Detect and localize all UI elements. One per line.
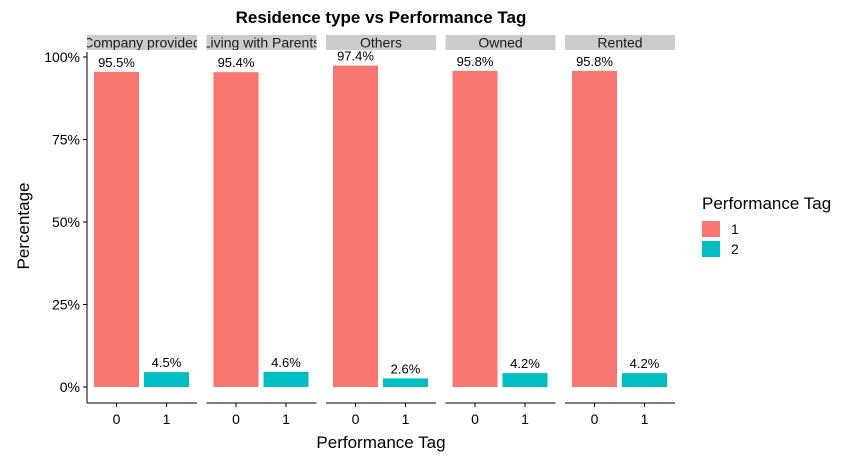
- x-tick-label: 0: [352, 411, 360, 427]
- strip-label: Owned: [478, 35, 522, 51]
- facet-panel: Rented 95.8% 0 4.2% 1: [565, 35, 675, 427]
- bar: [502, 373, 548, 387]
- data-label: 95.4%: [218, 55, 255, 70]
- bar: [383, 378, 428, 387]
- bar: [94, 71, 139, 387]
- strip-label: Company provided: [83, 35, 201, 51]
- bar: [144, 372, 189, 387]
- data-label: 4.5%: [152, 355, 182, 370]
- legend-swatch: [702, 241, 720, 257]
- y-tick-label: 75%: [52, 132, 80, 148]
- chart-title: Residence type vs Performance Tag: [236, 8, 527, 27]
- x-tick-label: 0: [232, 411, 240, 427]
- y-tick-label: 25%: [52, 297, 80, 313]
- data-label: 2.6%: [391, 361, 421, 376]
- data-label: 95.8%: [457, 54, 494, 69]
- x-tick-label: 1: [521, 411, 529, 427]
- strip-label: Living with Parents: [203, 35, 321, 51]
- data-label: 4.2%: [510, 356, 540, 371]
- bar: [572, 70, 617, 388]
- x-tick-label: 1: [402, 411, 410, 427]
- y-tick-label: 50%: [52, 214, 80, 230]
- facet-panel: Owned 95.8% 0 4.2% 1: [445, 35, 556, 427]
- y-axis-title: Percentage: [14, 183, 33, 270]
- legend-label: 2: [731, 241, 739, 257]
- x-tick-label: 1: [641, 411, 649, 427]
- bar: [213, 72, 259, 388]
- y-tick-label: 0%: [60, 379, 80, 395]
- x-tick-label: 0: [471, 411, 479, 427]
- legend: Performance Tag 1 2: [702, 194, 831, 257]
- x-axis-title: Performance Tag: [316, 433, 445, 452]
- bar: [333, 65, 378, 387]
- x-tick-label: 0: [113, 411, 121, 427]
- bar: [263, 371, 309, 387]
- data-label: 4.6%: [271, 355, 301, 370]
- strip-label: Rented: [597, 35, 642, 51]
- facet-panel: Living with Parents 95.4% 0 4.6% 1: [203, 35, 321, 427]
- bar: [622, 373, 667, 387]
- strip-background: [565, 35, 675, 50]
- data-label: 95.8%: [576, 54, 613, 69]
- legend-title: Performance Tag: [702, 194, 831, 213]
- strip-label: Others: [360, 35, 402, 51]
- legend-label: 1: [731, 221, 739, 237]
- x-tick-label: 1: [163, 411, 171, 427]
- data-label: 95.5%: [98, 55, 135, 70]
- facet-panel: Company provided 95.5% 0 4.5% 1: [83, 35, 201, 427]
- strip-background: [326, 35, 436, 50]
- bar: [452, 70, 498, 388]
- strip-background: [445, 35, 556, 50]
- data-label: 97.4%: [337, 49, 374, 64]
- strip-background: [87, 35, 197, 50]
- x-tick-label: 0: [591, 411, 599, 427]
- strip-background: [206, 35, 317, 50]
- x-tick-label: 1: [282, 411, 290, 427]
- data-label: 4.2%: [630, 356, 660, 371]
- y-tick-label: 100%: [44, 49, 80, 65]
- legend-swatch: [702, 221, 720, 237]
